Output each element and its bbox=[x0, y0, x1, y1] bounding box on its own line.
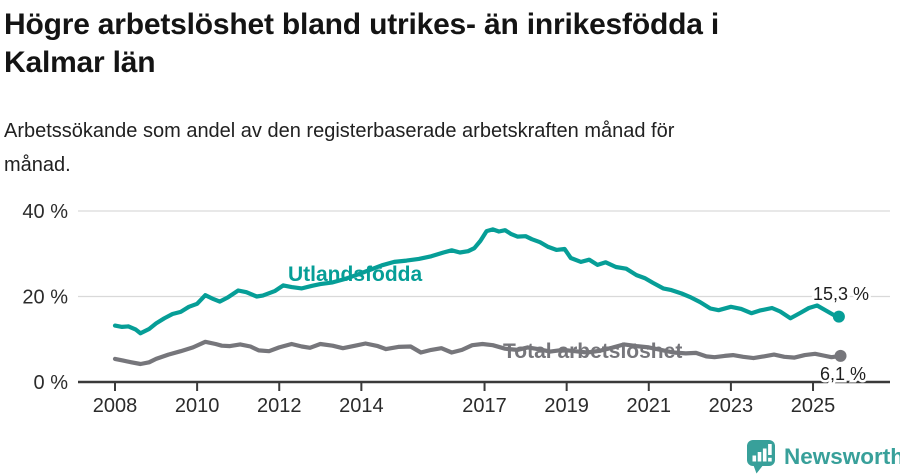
chart-subtitle-line-1: Arbetssökande som andel av den registerb… bbox=[4, 120, 675, 142]
newsworthy-brand: Newsworthy bbox=[742, 436, 900, 474]
series-label: Utlandsfödda bbox=[288, 263, 422, 286]
series-end-dot bbox=[834, 349, 847, 362]
series-line-total bbox=[112, 339, 843, 367]
x-axis-tick-label: 2021 bbox=[627, 395, 672, 417]
x-axis-tick-label: 2023 bbox=[709, 395, 754, 417]
chart-title-line-1: Högre arbetslöshet bland utrikes- än inr… bbox=[4, 8, 719, 41]
series-end-value-label: 15,3 % bbox=[813, 284, 869, 304]
bar-chart-speech-bubble-icon bbox=[747, 440, 775, 474]
x-axis-tick-label: 2014 bbox=[339, 395, 384, 417]
series-end-dot bbox=[832, 310, 845, 323]
chart-subtitle: Arbetssökande som andel av den registerb… bbox=[4, 114, 864, 182]
x-axis-tick-label: 2017 bbox=[462, 395, 507, 417]
x-axis-tick-label: 2012 bbox=[257, 395, 302, 417]
series-label: Total arbetslöshet bbox=[503, 340, 682, 363]
newsworthy-logo: Newsworthy bbox=[747, 440, 900, 474]
series-line-foreign-born bbox=[112, 227, 841, 336]
chart-subtitle-line-2: månad. bbox=[4, 154, 71, 176]
x-axis-tick-label: 2008 bbox=[93, 395, 138, 417]
y-axis-tick-label: 20 % bbox=[22, 287, 68, 309]
series-end-value-label: 6,1 % bbox=[820, 364, 866, 384]
brand-name: Newsworthy bbox=[784, 444, 900, 469]
y-axis-tick-label: 0 % bbox=[34, 372, 69, 394]
y-axis-tick-label: 40 % bbox=[22, 201, 68, 223]
chart-title: Högre arbetslöshet bland utrikes- än inr… bbox=[4, 6, 884, 82]
x-axis-tick-label: 2019 bbox=[544, 395, 589, 417]
chart-title-line-2: Kalmar län bbox=[4, 46, 156, 79]
x-axis-tick-label: 2010 bbox=[175, 395, 220, 417]
x-axis-tick-label: 2025 bbox=[791, 395, 836, 417]
